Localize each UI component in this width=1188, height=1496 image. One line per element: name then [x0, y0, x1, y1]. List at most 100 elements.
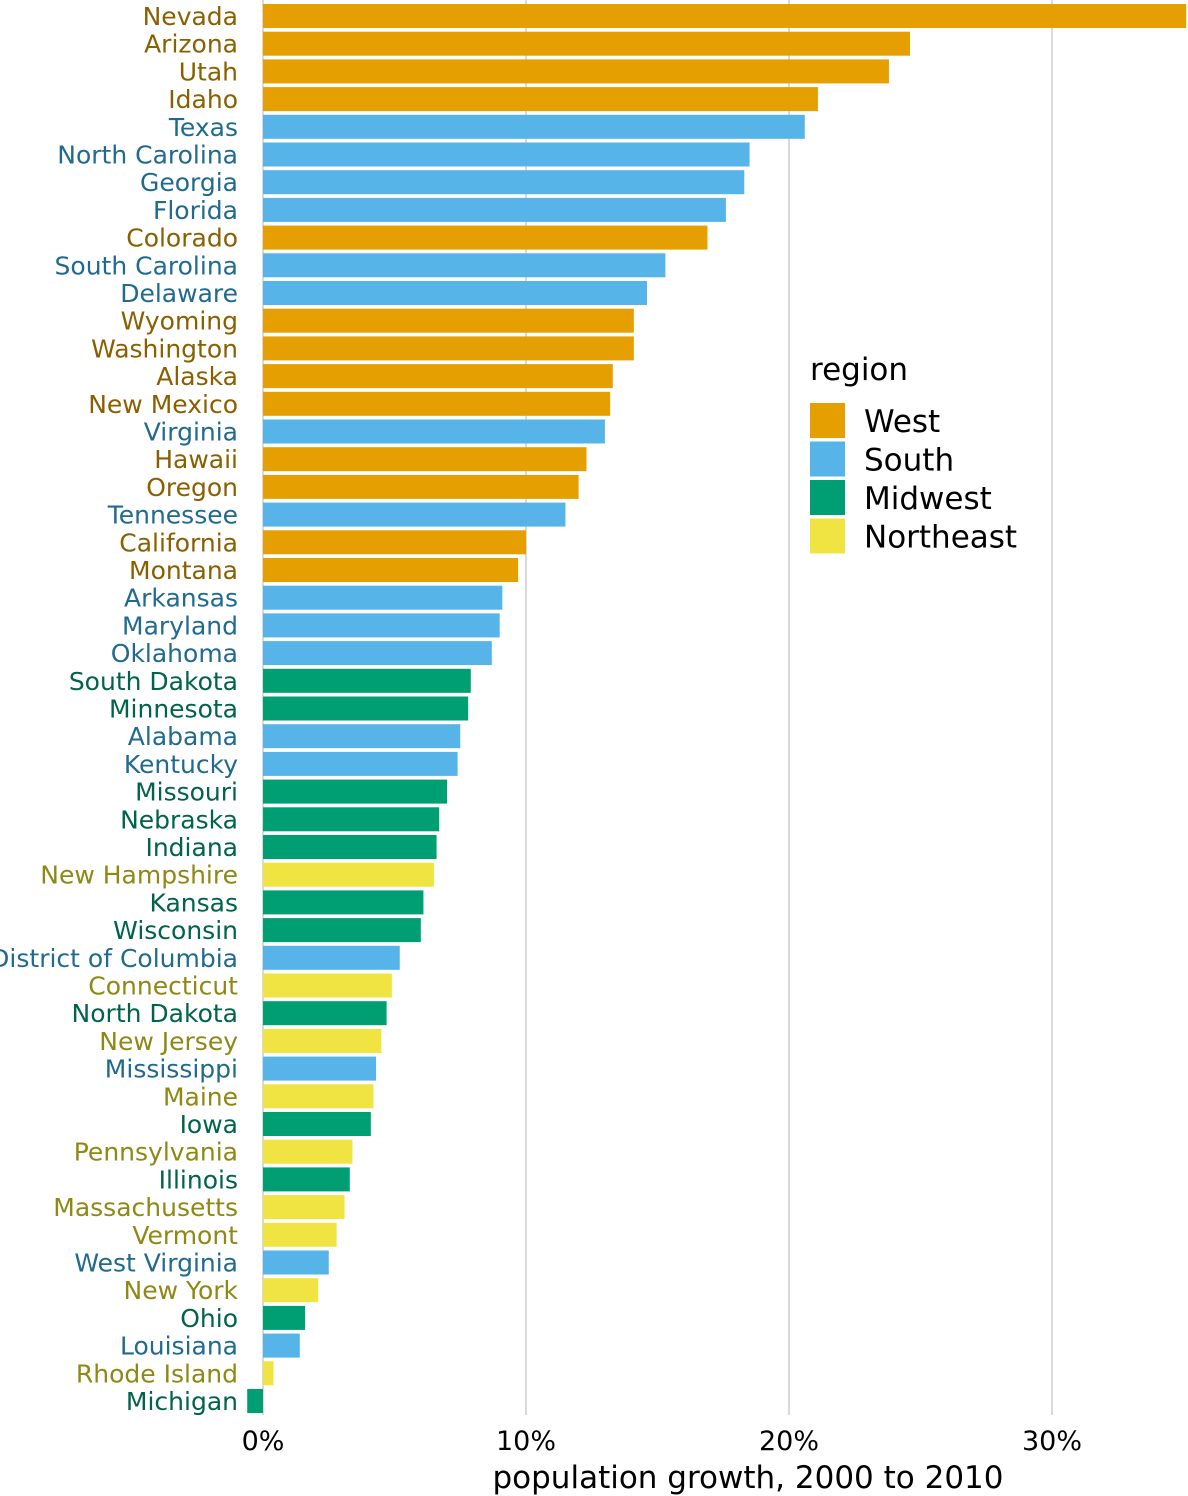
label-ohio: Ohio: [180, 1304, 238, 1333]
label-montana: Montana: [129, 556, 238, 585]
label-florida: Florida: [153, 196, 238, 225]
label-nebraska: Nebraska: [120, 805, 238, 834]
label-new-jersey: New Jersey: [99, 1027, 238, 1056]
label-alabama: Alabama: [128, 722, 238, 751]
bars: [247, 4, 1187, 1413]
label-south-carolina: South Carolina: [55, 251, 238, 280]
bar-maine: [263, 1084, 374, 1109]
label-kansas: Kansas: [150, 888, 239, 917]
bar-louisiana: [263, 1333, 300, 1358]
bar-oklahoma: [263, 641, 492, 666]
bar-nevada: [263, 4, 1187, 28]
bar-alabama: [263, 724, 461, 749]
bar-new-hampshire: [263, 862, 434, 887]
label-west-virginia: West Virginia: [74, 1249, 238, 1278]
bar-new-york: [263, 1278, 319, 1303]
bar-mississippi: [263, 1056, 377, 1081]
label-utah: Utah: [179, 57, 238, 86]
bar-delaware: [263, 281, 647, 305]
label-oregon: Oregon: [146, 473, 238, 502]
bar-maryland: [263, 613, 500, 638]
bar-tennessee: [263, 502, 566, 527]
bar-vermont: [263, 1222, 337, 1247]
bar-north-dakota: [263, 1001, 387, 1026]
label-washington: Washington: [91, 334, 238, 363]
label-kentucky: Kentucky: [124, 750, 238, 779]
label-new-york: New York: [124, 1276, 239, 1305]
label-district-of-columbia: District of Columbia: [0, 944, 238, 973]
bar-nebraska: [263, 807, 440, 832]
bar-michigan: [247, 1389, 263, 1413]
x-tick-10%: 10%: [496, 1426, 556, 1457]
bar-texas: [263, 114, 805, 139]
label-maine: Maine: [163, 1082, 238, 1111]
label-missouri: Missouri: [135, 778, 238, 807]
bar-arizona: [263, 31, 910, 56]
legend-label-west: West: [864, 404, 940, 440]
bar-california: [263, 530, 526, 555]
bar-south-carolina: [263, 253, 666, 278]
legend-swatch-midwest: [810, 480, 845, 515]
bar-wisconsin: [263, 918, 421, 943]
label-new-hampshire: New Hampshire: [40, 861, 238, 890]
bar-connecticut: [263, 973, 392, 998]
bar-ohio: [263, 1305, 306, 1330]
label-indiana: Indiana: [145, 833, 238, 862]
bar-oregon: [263, 474, 579, 499]
legend-label-south: South: [864, 443, 954, 479]
x-tick-20%: 20%: [759, 1426, 819, 1457]
bar-kansas: [263, 890, 424, 915]
label-massachusetts: Massachusetts: [53, 1193, 238, 1222]
bar-kentucky: [263, 751, 458, 776]
bar-west-virginia: [263, 1250, 329, 1275]
label-texas: Texas: [168, 113, 238, 142]
bar-missouri: [263, 779, 448, 804]
bar-alaska: [263, 364, 613, 389]
label-oklahoma: Oklahoma: [111, 639, 238, 668]
label-arizona: Arizona: [144, 30, 238, 59]
bar-arkansas: [263, 585, 503, 610]
label-south-dakota: South Dakota: [69, 667, 238, 696]
bar-indiana: [263, 835, 437, 859]
x-axis-label: population growth, 2000 to 2010: [492, 1460, 1003, 1496]
x-tick-0%: 0%: [242, 1426, 285, 1457]
label-wyoming: Wyoming: [121, 307, 238, 336]
bar-utah: [263, 59, 889, 84]
label-georgia: Georgia: [140, 168, 238, 197]
bar-florida: [263, 197, 726, 222]
bar-rhode-island: [263, 1361, 274, 1386]
legend-swatch-south: [810, 441, 845, 477]
bar-georgia: [263, 170, 745, 195]
bar-colorado: [263, 225, 708, 250]
label-nevada: Nevada: [143, 2, 238, 31]
bar-new-jersey: [263, 1028, 382, 1053]
bar-new-mexico: [263, 391, 611, 416]
bar-south-dakota: [263, 668, 471, 693]
bar-virginia: [263, 419, 605, 444]
bar-illinois: [263, 1167, 350, 1192]
label-louisiana: Louisiana: [120, 1332, 238, 1361]
label-delaware: Delaware: [120, 279, 238, 308]
bar-iowa: [263, 1112, 371, 1136]
label-pennsylvania: Pennsylvania: [74, 1138, 238, 1167]
legend-swatch-northeast: [810, 518, 845, 554]
bar-north-carolina: [263, 142, 750, 167]
label-hawaii: Hawaii: [154, 445, 238, 474]
bar-montana: [263, 558, 519, 582]
label-colorado: Colorado: [126, 224, 238, 253]
bar-hawaii: [263, 447, 587, 472]
bar-minnesota: [263, 696, 469, 721]
label-illinois: Illinois: [159, 1165, 238, 1194]
label-minnesota: Minnesota: [109, 695, 238, 724]
legend-swatch-west: [810, 403, 845, 438]
bar-district-of-columbia: [263, 945, 400, 970]
legend-label-midwest: Midwest: [864, 481, 992, 517]
legend-label-northeast: Northeast: [864, 520, 1017, 556]
label-iowa: Iowa: [180, 1110, 238, 1139]
bar-pennsylvania: [263, 1139, 353, 1164]
label-connecticut: Connecticut: [88, 972, 238, 1001]
x-tick-30%: 30%: [1022, 1426, 1082, 1457]
